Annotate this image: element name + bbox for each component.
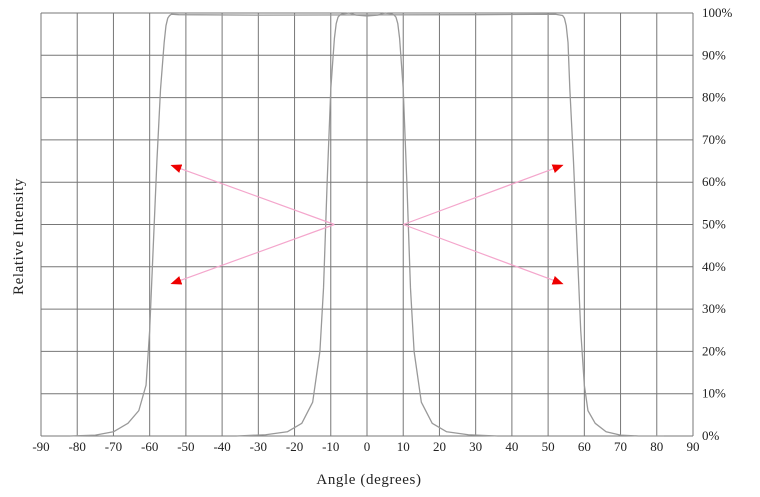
grid: [40, 12, 694, 437]
x-tick-label: -50: [177, 439, 194, 454]
x-tick-label: -10: [322, 439, 339, 454]
y-tick-label: 90%: [702, 47, 726, 62]
x-tick-label: 90: [687, 439, 700, 454]
annotation-arrow: [170, 223, 335, 285]
y-tick-label: 10%: [702, 386, 726, 401]
y-tick-label: 0%: [702, 428, 720, 443]
intensity-curves: [69, 12, 665, 437]
x-tick-label: 80: [650, 439, 663, 454]
x-tick-label: 20: [433, 439, 446, 454]
x-tick-label: -90: [32, 439, 49, 454]
x-tick-label: 50: [542, 439, 555, 454]
x-tick-label: 10: [397, 439, 410, 454]
annotation-arrow: [403, 164, 564, 226]
x-tick-label: 70: [614, 439, 627, 454]
x-tick-label: -30: [250, 439, 267, 454]
wide-beam-curve: [69, 13, 665, 437]
y-tick-label: 70%: [702, 132, 726, 147]
y-tick-label: 60%: [702, 174, 726, 189]
y-tick-labels: 0% 10% 20% 30% 40% 50% 60% 70% 80% 90% 100%: [702, 5, 733, 443]
y-tick-label: 30%: [702, 301, 726, 316]
x-tick-label: 40: [505, 439, 518, 454]
y-tick-label: 40%: [702, 259, 726, 274]
x-axis-label: Angle (degrees): [316, 472, 421, 488]
x-tick-label: 30: [469, 439, 482, 454]
y-tick-label: 20%: [702, 343, 726, 358]
y-tick-label: 50%: [702, 217, 726, 232]
annotation-arrow: [403, 223, 564, 285]
x-tick-label: 0: [364, 439, 371, 454]
y-tick-label: 100%: [702, 5, 733, 20]
narrow-beam-curve: [236, 12, 498, 437]
x-tick-label: -80: [69, 439, 86, 454]
x-tick-label: 60: [578, 439, 591, 454]
x-tick-labels: -90 -80 -70 -60 -50 -40 -30 -20 -10 0 10 20 30 40 50 60…: [32, 439, 699, 454]
y-axis-label: Relative Intensity: [11, 178, 27, 295]
annotation-arrows: [170, 164, 564, 285]
x-tick-label: -70: [105, 439, 122, 454]
x-tick-label: -60: [141, 439, 158, 454]
x-tick-label: -40: [213, 439, 230, 454]
annotation-arrow: [170, 164, 335, 226]
y-tick-label: 80%: [702, 90, 726, 105]
x-tick-label: -20: [286, 439, 303, 454]
